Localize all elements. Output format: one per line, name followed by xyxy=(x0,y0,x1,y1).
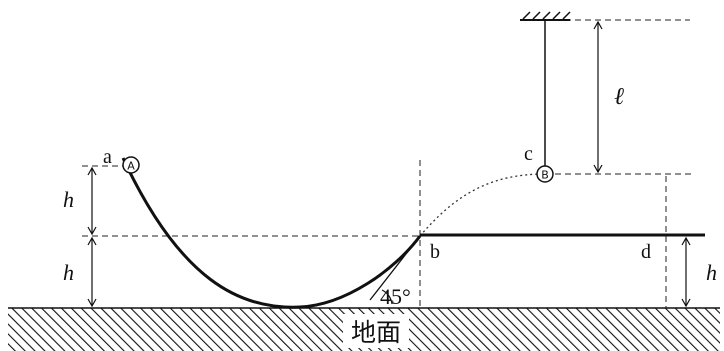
projectile-trajectory xyxy=(419,173,546,237)
point-c-label: c xyxy=(524,143,533,165)
ball-a xyxy=(122,156,140,174)
ground-label: 地面 xyxy=(351,318,401,347)
length-label: ℓ xyxy=(614,84,624,110)
reference-dashed-lines xyxy=(82,19,693,308)
point-d-label: d xyxy=(641,241,651,263)
angle-arm xyxy=(369,235,421,301)
dimension-left-lower xyxy=(87,236,97,308)
height-right-label: h xyxy=(706,260,717,285)
ball-b xyxy=(536,165,554,183)
dimension-left-upper xyxy=(87,166,97,236)
point-a-label: a xyxy=(103,146,112,168)
ground-label-bg xyxy=(343,314,409,348)
ball-b-label: B xyxy=(541,169,549,182)
ball-a-label: A xyxy=(127,160,135,173)
angle-label: 45° xyxy=(380,284,411,309)
angle-arc xyxy=(381,289,393,305)
pendulum: B xyxy=(520,11,571,183)
curved-track xyxy=(121,157,422,309)
height-left-upper-label: h xyxy=(63,187,74,212)
dimension-length xyxy=(593,20,603,174)
ground: 地面 xyxy=(8,307,720,351)
angle-marker: 45° xyxy=(369,235,421,309)
dimension-right xyxy=(681,236,691,308)
height-left-lower-label: h xyxy=(63,260,74,285)
ceiling-hatch xyxy=(522,11,571,20)
point-b-label: b xyxy=(430,241,440,263)
